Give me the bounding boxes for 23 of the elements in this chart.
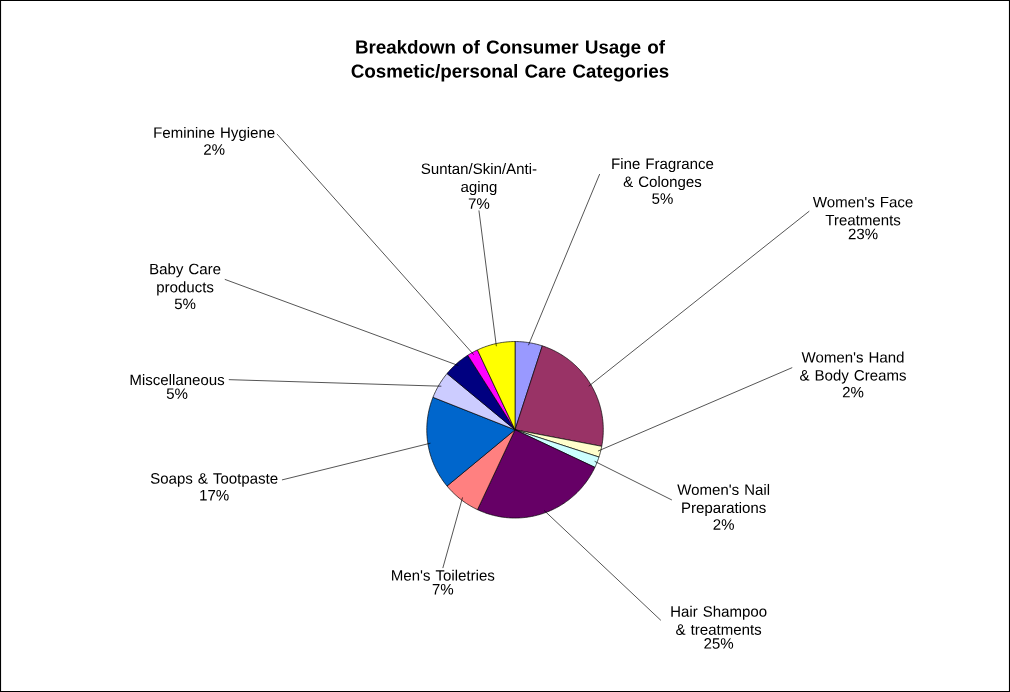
data-label: 25%: [704, 638, 734, 649]
data-label: 7%: [468, 198, 490, 209]
data-label: 5%: [166, 388, 188, 399]
slice-label: Women's Nail Preparations: [677, 483, 770, 516]
slice-label: Hair Shampoo & treatments: [671, 605, 767, 635]
chart-title: Breakdown of Consumer Usage of Cosmetic/personal Care Categories: [351, 39, 669, 82]
data-label: 5%: [174, 298, 196, 310]
slice-label: Women's Face Treatments: [812, 196, 913, 226]
data-label: 17%: [200, 489, 229, 501]
data-label: 5%: [652, 193, 673, 204]
data-label: 2%: [204, 144, 225, 155]
slice-label: Miscellaneous: [130, 374, 225, 386]
data-label: 7%: [432, 583, 454, 595]
slice-label: Men's Toiletries: [392, 569, 495, 581]
data-label: 2%: [842, 386, 864, 398]
slice-label: Women's Hand & Body Creams: [800, 351, 906, 384]
slice-label: Suntan/Skin/Anti-aging: [421, 162, 537, 196]
slice-label: Baby Care products: [150, 263, 221, 296]
slice-label: Fine Fragrance & Colonges: [612, 157, 714, 191]
slice-label: Soaps & Tootpaste: [150, 473, 278, 487]
data-label: 23%: [848, 228, 878, 240]
slice-label: Feminine Hygiene: [154, 126, 275, 141]
data-label: 2%: [713, 519, 734, 530]
